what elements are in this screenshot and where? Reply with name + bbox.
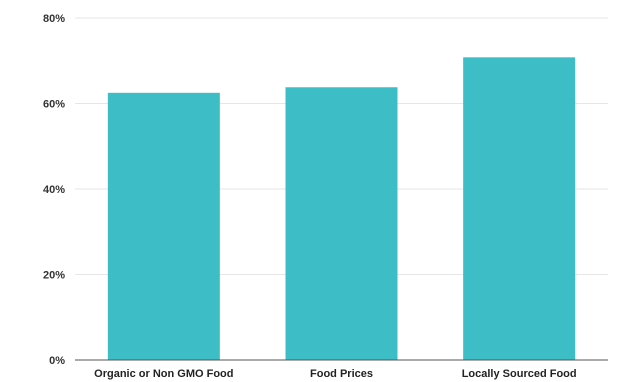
y-tick-label: 0% xyxy=(49,355,65,367)
y-tick-label: 80% xyxy=(43,13,65,25)
x-category-label: Organic or Non GMO Food xyxy=(94,368,233,380)
x-category-label: Locally Sourced Food xyxy=(462,368,577,380)
bars xyxy=(107,57,576,361)
y-tick-label: 60% xyxy=(43,99,65,111)
bar xyxy=(285,87,398,360)
y-axis-tick-labels: 0% 20% 40% 60% 80% xyxy=(43,13,65,367)
y-tick-label: 20% xyxy=(43,270,65,282)
bar xyxy=(463,57,576,361)
x-axis-category-labels: Organic or Non GMO Food Food Prices Locall… xyxy=(94,368,576,380)
y-tick-label: 40% xyxy=(43,184,65,196)
bar xyxy=(107,92,220,360)
x-category-label: Food Prices xyxy=(310,368,373,380)
